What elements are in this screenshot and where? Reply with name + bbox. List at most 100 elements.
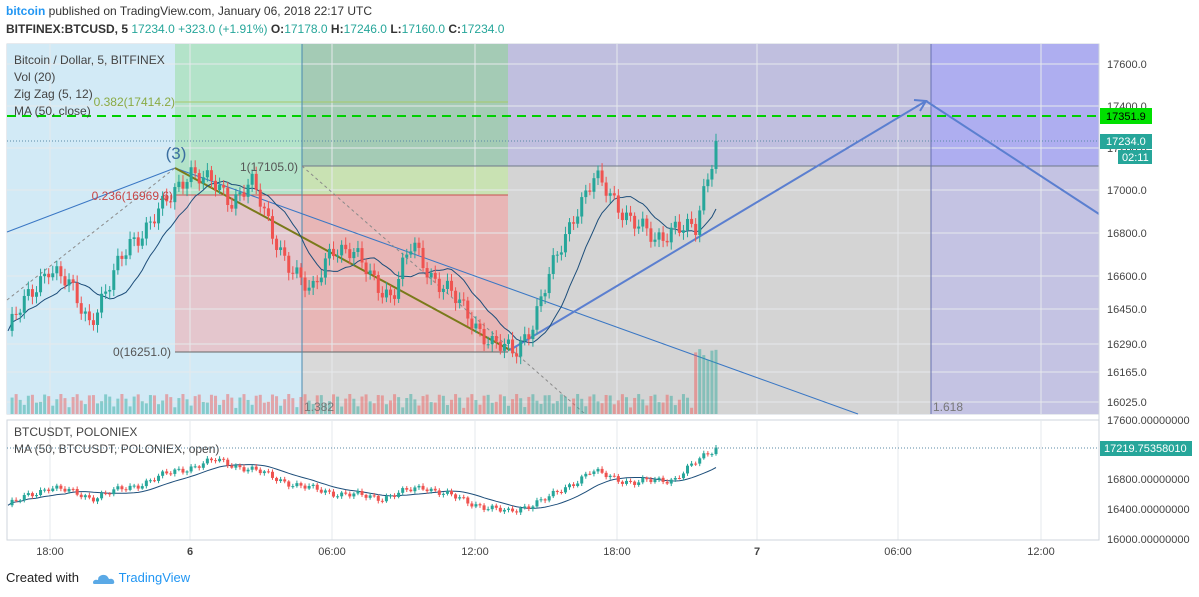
candle-body: [340, 492, 344, 497]
candle-body: [214, 460, 218, 462]
candle-body: [690, 463, 694, 466]
candle-body: [372, 270, 376, 276]
candle-body: [75, 489, 79, 495]
volume-bar: [148, 395, 152, 414]
candle-body: [287, 255, 291, 273]
candle-body: [531, 506, 535, 509]
candle-body: [132, 237, 136, 239]
candle-body: [612, 475, 616, 477]
candle-body: [588, 473, 592, 475]
volume-bar: [226, 394, 230, 414]
volume-bar: [490, 402, 494, 414]
volume-bar: [124, 398, 128, 414]
volume-bar: [384, 404, 388, 414]
legend-ma[interactable]: MA (50, close): [14, 104, 91, 118]
volume-bar: [262, 402, 266, 414]
volume-bar: [409, 394, 413, 414]
volume-bar: [698, 349, 702, 414]
time-axis[interactable]: 18:00 6 06:00 12:00 18:00 7 06:00 12:00: [36, 546, 1055, 558]
price-axis-lower[interactable]: 17600.00000000 16800.00000000 16400.000000…: [1107, 415, 1190, 546]
volume-bar: [340, 406, 344, 414]
legend-vol[interactable]: Vol (20): [14, 70, 55, 84]
volume-bar: [214, 395, 218, 414]
candle-body: [201, 463, 205, 468]
legend-symbol[interactable]: Bitcoin / Dollar, 5, BITFINEX: [14, 53, 165, 67]
volume-bar: [393, 394, 397, 414]
candle-body: [348, 493, 352, 497]
price-axis[interactable]: 17600.017400.017200.017000.016800.016600…: [1107, 59, 1147, 409]
countdown-text: 02:11: [1122, 152, 1149, 164]
candle-body: [669, 479, 673, 484]
tradingview-link[interactable]: TradingView: [118, 570, 191, 585]
candle-body: [262, 206, 266, 209]
projection-down[interactable]: [925, 100, 1100, 215]
volume-bar: [645, 405, 649, 414]
volume-bar: [372, 403, 376, 414]
volume-bar: [100, 401, 104, 414]
legend-zigzag[interactable]: Zig Zag (5, 12): [14, 87, 93, 101]
legend-lower-ma[interactable]: MA (50, BTCUSDT, POLONIEX, open): [14, 442, 219, 456]
candle-body: [47, 273, 51, 278]
candle-body: [686, 218, 690, 231]
candle-body: [315, 484, 319, 490]
volume-bar: [336, 396, 340, 414]
candle-body: [254, 466, 258, 470]
candle-body: [393, 295, 397, 299]
candle-body: [498, 507, 502, 512]
candle-body: [112, 489, 116, 495]
candle-body: [539, 499, 543, 501]
candle-body: [413, 487, 417, 492]
candle-body: [584, 473, 588, 477]
volume-bar: [169, 397, 173, 414]
candle-body: [323, 490, 327, 493]
projection-up[interactable]: [509, 100, 927, 351]
candle-body: [425, 268, 429, 278]
candle-body: [10, 313, 14, 331]
candle-body: [270, 216, 274, 239]
candle-body: [303, 485, 307, 489]
volume-bar: [421, 396, 425, 414]
volume-bar: [315, 395, 319, 414]
volume-bar: [498, 394, 502, 414]
trendline-left[interactable]: [6, 167, 176, 233]
volume-bar: [405, 398, 409, 414]
volume-bar: [661, 402, 665, 414]
candle-body: [30, 493, 34, 497]
chart-area[interactable]: (3) 0.382(17414.2) 1(17105.0) 0.236(1696…: [0, 0, 1199, 560]
volume-bar: [189, 405, 193, 414]
candle-body: [450, 280, 454, 291]
price-tick-label: 16450.0: [1107, 304, 1147, 316]
candle-body: [466, 497, 470, 504]
candle-body: [384, 289, 388, 298]
candle-body: [555, 490, 559, 492]
zone-gray-low: [302, 352, 508, 414]
volume-bar: [580, 398, 584, 414]
author-link[interactable]: bitcoin: [6, 4, 46, 18]
volume-bar: [641, 399, 645, 414]
candle-body: [677, 478, 681, 480]
candle-body: [26, 493, 30, 496]
price-tick-label: 16600.0: [1107, 271, 1147, 283]
candle-body: [116, 486, 120, 490]
trendline-down[interactable]: [174, 167, 859, 415]
candle-body: [34, 292, 38, 297]
volume-bar: [429, 402, 433, 414]
legend-lower-symbol[interactable]: BTCUSDT, POLONIEX: [14, 425, 137, 439]
candle-body: [226, 187, 230, 206]
volume-bar: [539, 403, 543, 414]
volume-bar: [55, 399, 59, 414]
volume-bar: [238, 397, 242, 414]
volume-bar: [51, 405, 55, 414]
lower-pane[interactable]: [6, 419, 1100, 541]
candle-body: [344, 492, 348, 494]
zigzag-down[interactable]: [174, 167, 511, 351]
candle-body: [165, 195, 169, 202]
candle-body: [189, 466, 193, 472]
candle-body: [657, 477, 661, 480]
candle-body: [319, 277, 323, 283]
candle-body: [287, 481, 291, 487]
volume-bar: [205, 402, 209, 414]
legend-lower: BTCUSDT, POLONIEX MA (50, BTCUSDT, POLON…: [14, 425, 219, 456]
candle-body: [511, 339, 515, 354]
candle-body: [629, 480, 633, 482]
